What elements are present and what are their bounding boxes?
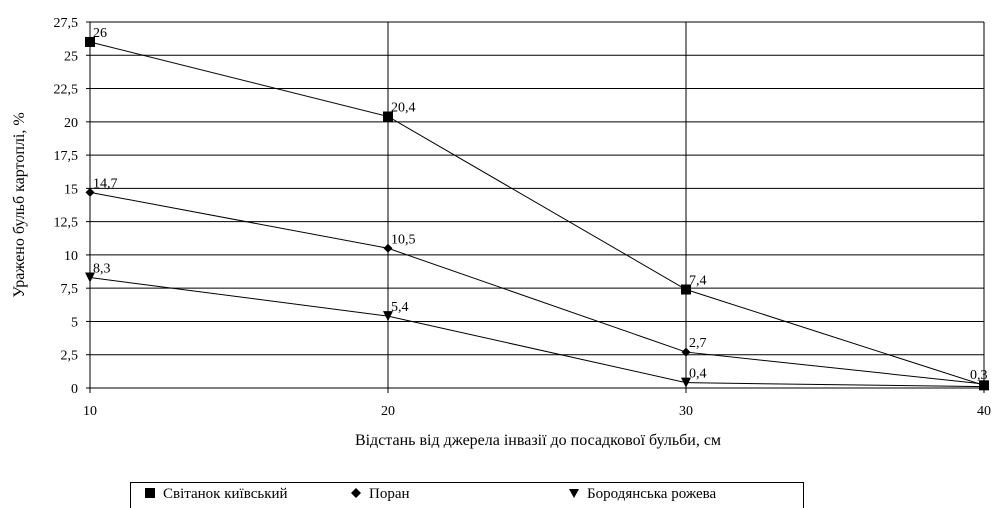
x-tick-labels: 10 20 30 40: [83, 404, 991, 419]
line-chart: 0 2,5 5 7,5 10 12,5 15 17,5 20 22,5 25 27,5 10 20 30 4…: [11, 16, 991, 449]
data-label: 14,7: [93, 176, 118, 191]
x-tick-label: 10: [83, 404, 97, 419]
data-points: [85, 36, 989, 392]
chart-legend: Світанок київський Поран Бородянська рож…: [130, 482, 804, 508]
square-marker: [383, 111, 393, 122]
diamond-marker: [681, 347, 691, 357]
y-tick-label: 7,5: [61, 282, 79, 297]
y-tick-label: 17,5: [54, 149, 79, 164]
y-tick-label: 5: [71, 315, 78, 330]
data-label: 20,4: [391, 100, 416, 115]
diamond-marker-icon: [351, 488, 361, 498]
legend-label: Поран: [369, 486, 410, 502]
x-tick-label: 40: [977, 404, 991, 419]
data-label: 0,3: [970, 368, 988, 383]
square-marker: [85, 36, 95, 47]
legend-item-poran: Поран: [349, 486, 410, 503]
y-tick-label: 12,5: [54, 216, 79, 231]
square-marker: [681, 284, 691, 295]
series-line: [89, 41, 985, 386]
x-tick-label: 20: [381, 404, 395, 419]
data-label: 26: [93, 26, 107, 41]
triangle-down-marker: [85, 272, 95, 283]
data-label: 8,3: [93, 262, 111, 277]
data-label: 10,5: [391, 232, 416, 247]
y-tick-label: 0: [71, 382, 78, 397]
y-axis-title: Уражено бульб картоплі, %: [11, 112, 28, 297]
triangle-down-marker: [681, 377, 691, 388]
data-label: 7,4: [689, 274, 707, 289]
y-tick-labels: 0 2,5 5 7,5 10 12,5 15 17,5 20 22,5 25 27,5: [54, 16, 79, 397]
y-tick-label: 10: [64, 249, 78, 264]
y-tick-label: 15: [64, 182, 78, 197]
data-label: 2,7: [689, 336, 707, 351]
diamond-marker: [85, 187, 95, 197]
series-line: [89, 277, 985, 388]
series-line: [89, 191, 985, 385]
triangle-down-marker: [383, 311, 393, 322]
x-axis-title: Відстань від джерела інвазії до посадков…: [355, 432, 721, 449]
triangle-down-marker: [979, 381, 989, 392]
series-lines: [89, 41, 985, 388]
legend-item-borodianska: Бородянська рожева: [567, 486, 716, 503]
gridlines: [86, 21, 985, 393]
triangle-down-marker-icon: [569, 489, 579, 498]
y-tick-label: 27,5: [54, 16, 79, 31]
y-tick-label: 2,5: [61, 349, 79, 364]
data-label: 0,4: [689, 367, 707, 382]
y-tick-label: 25: [64, 49, 78, 64]
square-marker-icon: [145, 488, 155, 498]
legend-label: Бородянська рожева: [587, 486, 717, 502]
diamond-marker: [383, 243, 393, 253]
y-tick-label: 22,5: [54, 83, 79, 98]
x-tick-label: 30: [679, 404, 693, 419]
legend-item-svitanok: Світанок київський: [143, 486, 288, 503]
y-tick-label: 20: [64, 116, 78, 131]
legend-label: Світанок київський: [163, 486, 288, 502]
data-labels: 26 20,4 7,4 14,7 10,5 2,7 0,3 8,3 5,4 0,4: [93, 26, 988, 383]
data-label: 5,4: [391, 300, 409, 315]
